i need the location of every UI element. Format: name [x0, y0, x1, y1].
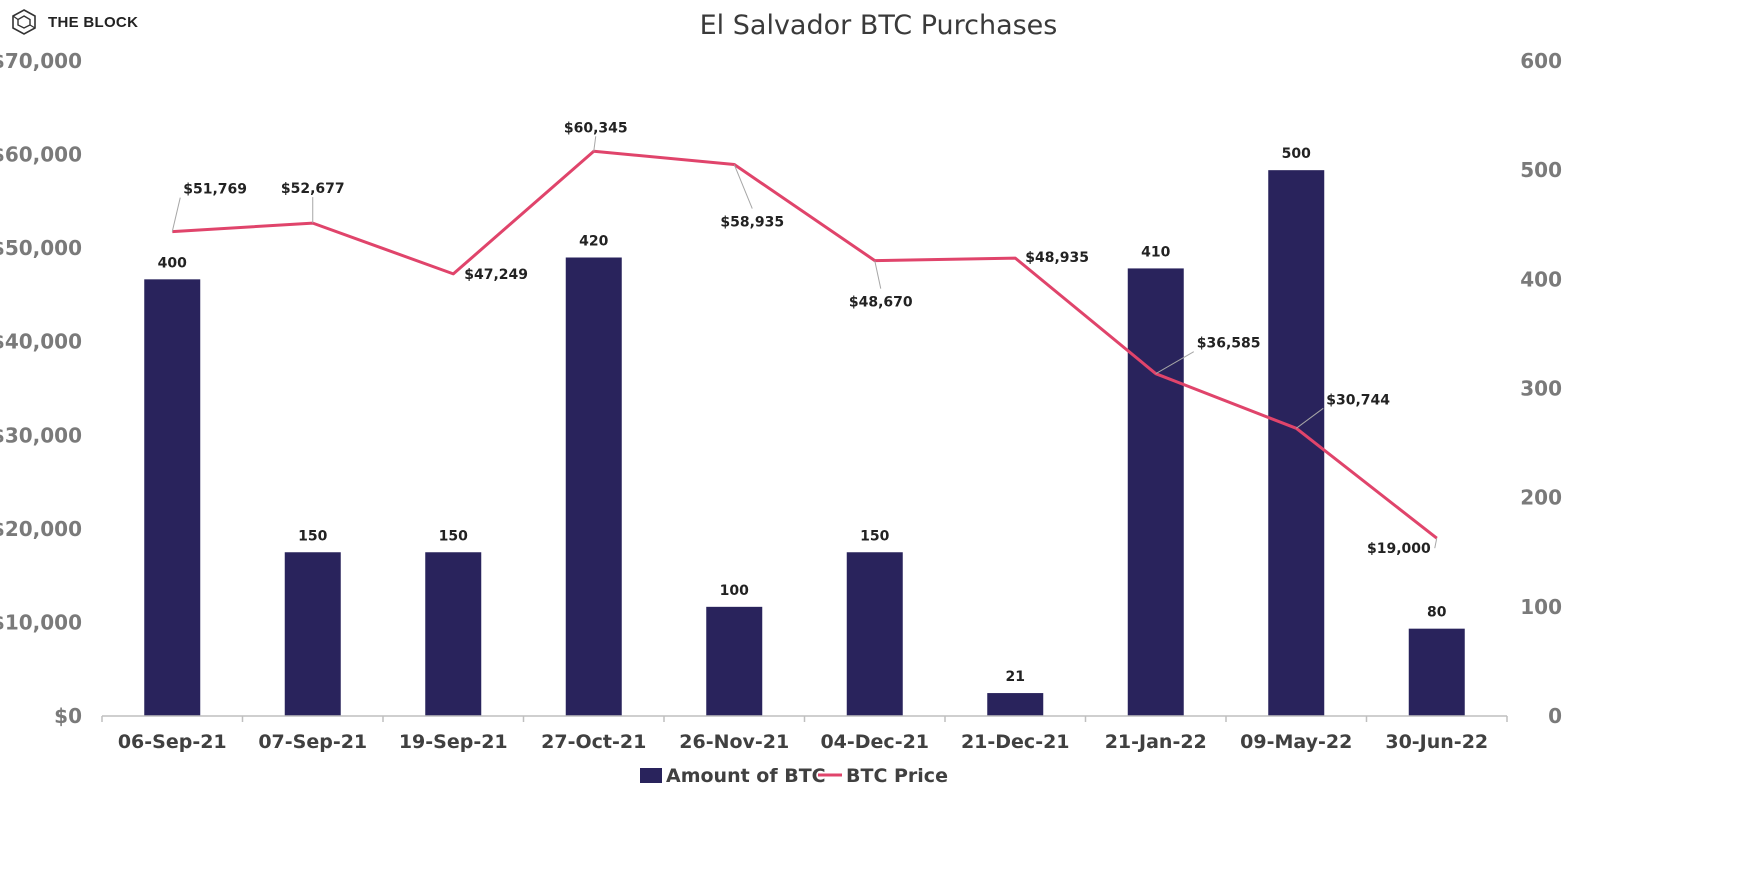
- x-axis-category-label: 04-Dec-21: [820, 731, 929, 753]
- price-data-label: $48,670: [849, 295, 913, 311]
- price-label-leader: [733, 164, 753, 209]
- price-data-label: $51,769: [183, 182, 247, 198]
- price-data-label: $48,935: [1025, 250, 1089, 266]
- bar-btc-amount: [1127, 268, 1184, 716]
- legend-label-btc-price: BTC Price: [846, 765, 948, 787]
- brand-logo: THE BLOCK: [10, 8, 138, 36]
- x-axis-category-label: 26-Nov-21: [679, 731, 789, 753]
- left-axis-tick: $0: [54, 704, 82, 728]
- bar-btc-amount: [284, 552, 341, 716]
- right-axis-tick: 500: [1520, 158, 1562, 182]
- brand-name: THE BLOCK: [48, 13, 139, 31]
- bar-btc-amount: [425, 552, 482, 716]
- price-label-leader: [171, 197, 181, 232]
- x-axis-category-label: 09-May-22: [1240, 731, 1352, 753]
- bar-btc-amount: [987, 693, 1044, 716]
- left-axis-tick: $20,000: [0, 517, 82, 541]
- bar-data-label: 500: [1282, 146, 1311, 162]
- price-label-leader: [874, 260, 882, 289]
- left-axis-tick: $70,000: [0, 49, 82, 73]
- bar-data-label: 80: [1427, 605, 1447, 621]
- legend-swatch-btc-amount: [640, 768, 662, 783]
- x-axis-category-label: 27-Oct-21: [541, 731, 646, 753]
- bar-data-label: 150: [298, 528, 327, 544]
- left-axis-tick: $40,000: [0, 330, 82, 354]
- right-axis-tick: 600: [1520, 49, 1562, 73]
- price-data-label: $52,677: [281, 181, 345, 197]
- x-axis-category-label: 21-Jan-22: [1105, 731, 1207, 753]
- left-axis-tick: $10,000: [0, 610, 82, 634]
- legend-label-btc-amount: Amount of BTC: [666, 765, 826, 787]
- price-data-label: $19,000: [1367, 541, 1431, 557]
- bar-data-label: 21: [1006, 669, 1025, 685]
- bar-btc-amount: [565, 257, 622, 716]
- price-data-label: $47,249: [464, 267, 528, 283]
- x-axis-category-label: 06-Sep-21: [118, 731, 227, 753]
- bar-btc-amount: [706, 606, 763, 716]
- x-axis-category-label: 30-Jun-22: [1385, 731, 1488, 753]
- btc-price-line: [172, 149, 1438, 540]
- right-axis-tick: 300: [1520, 377, 1562, 401]
- right-axis-tick: 100: [1520, 595, 1562, 619]
- x-axis-category-label: 07-Sep-21: [258, 731, 367, 753]
- bar-btc-amount: [144, 279, 201, 716]
- price-data-label: $58,935: [720, 215, 784, 231]
- bar-data-label: 420: [579, 234, 608, 250]
- right-axis-tick: 0: [1548, 704, 1562, 728]
- price-label-leader: [593, 136, 597, 152]
- right-axis-tick: 200: [1520, 486, 1562, 510]
- bar-data-label: 150: [860, 528, 889, 544]
- left-axis-tick: $30,000: [0, 423, 82, 447]
- bar-data-label: 400: [158, 255, 187, 271]
- price-data-label: $30,744: [1326, 392, 1390, 408]
- price-data-label: $60,345: [564, 120, 628, 136]
- block-logo-icon: [12, 9, 36, 35]
- bar-data-label: 410: [1141, 244, 1170, 260]
- price-data-label: $36,585: [1197, 336, 1261, 352]
- price-label-leader: [1155, 351, 1195, 375]
- bar-data-label: 100: [720, 583, 749, 599]
- bar-btc-amount: [846, 552, 903, 716]
- price-label-leader: [1434, 538, 1438, 549]
- x-axis-category-label: 21-Dec-21: [961, 731, 1070, 753]
- x-axis-category-label: 19-Sep-21: [399, 731, 508, 753]
- left-axis-tick: $60,000: [0, 143, 82, 167]
- bar-btc-amount: [1408, 628, 1465, 716]
- right-axis-tick: 400: [1520, 267, 1562, 291]
- bar-data-label: 150: [439, 528, 468, 544]
- chart-title: El Salvador BTC Purchases: [699, 10, 1058, 41]
- price-label-leader: [1295, 407, 1324, 429]
- left-axis-tick: $50,000: [0, 236, 82, 260]
